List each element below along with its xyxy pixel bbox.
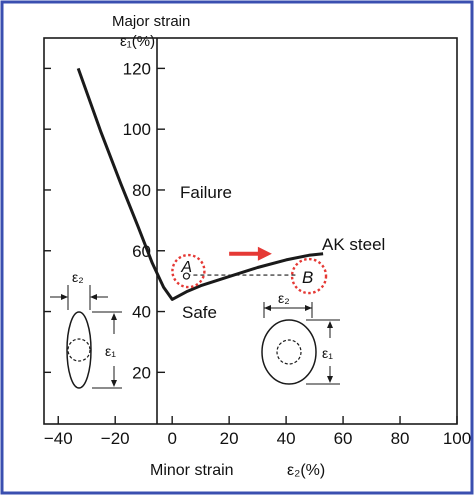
x-tick-label: 20 xyxy=(220,429,239,448)
x-tick-label: 100 xyxy=(443,429,471,448)
inset-right-ellipse xyxy=(261,319,317,385)
x-tick-label: 0 xyxy=(167,429,176,448)
inset-left-ellipse xyxy=(66,311,92,389)
point-b-group: B xyxy=(290,257,328,295)
region-label-safe: Safe xyxy=(182,303,217,322)
y-axis-label-line2: ε₁(%) xyxy=(120,33,155,50)
x-tick-label: 40 xyxy=(277,429,296,448)
x-tick-label: −20 xyxy=(101,429,130,448)
x-tick-label: −40 xyxy=(44,429,73,448)
red-arrow-icon xyxy=(229,246,272,261)
region-label-failure: Failure xyxy=(180,183,232,202)
series-label-ak-steel: AK steel xyxy=(322,235,385,254)
inset-right-e1-label: ε₁ xyxy=(322,345,333,361)
inset-right-circle xyxy=(276,339,302,365)
plot-frame xyxy=(43,37,458,425)
x-axis-label-symbol: ε₂(%) xyxy=(287,462,325,479)
series-line-ak-steel xyxy=(76,67,324,301)
y-tick-label: 80 xyxy=(132,181,151,200)
x-ticks: −40 −20 0 20 40 60 80 100 xyxy=(44,416,471,448)
inset-left-e2-label: ε₂ xyxy=(72,269,84,285)
inset-left-e1-label: ε₁ xyxy=(105,343,116,359)
inset-left-circle xyxy=(67,338,91,362)
point-a-highlight-circle xyxy=(171,253,206,289)
y-axis-label-line1: Major strain xyxy=(112,13,190,30)
y-tick-label: 120 xyxy=(123,59,151,78)
y-tick-label: 100 xyxy=(123,120,151,139)
y-tick-label: 20 xyxy=(132,363,151,382)
x-axis-label-prefix: Minor strain xyxy=(150,462,234,479)
inset-left: ε₂ ε₁ xyxy=(50,269,122,389)
point-a-group: A xyxy=(171,253,206,289)
x-tick-label: 60 xyxy=(334,429,353,448)
point-a-marker xyxy=(182,272,191,280)
point-b-highlight-circle xyxy=(290,257,328,295)
point-b-label: B xyxy=(302,268,313,287)
point-a-label: A xyxy=(180,259,192,276)
y-tick-label: 40 xyxy=(132,303,151,322)
inset-right: ε₂ ε₁ xyxy=(261,290,340,385)
x-tick-label: 80 xyxy=(391,429,410,448)
inset-right-e2-label: ε₂ xyxy=(278,290,290,306)
